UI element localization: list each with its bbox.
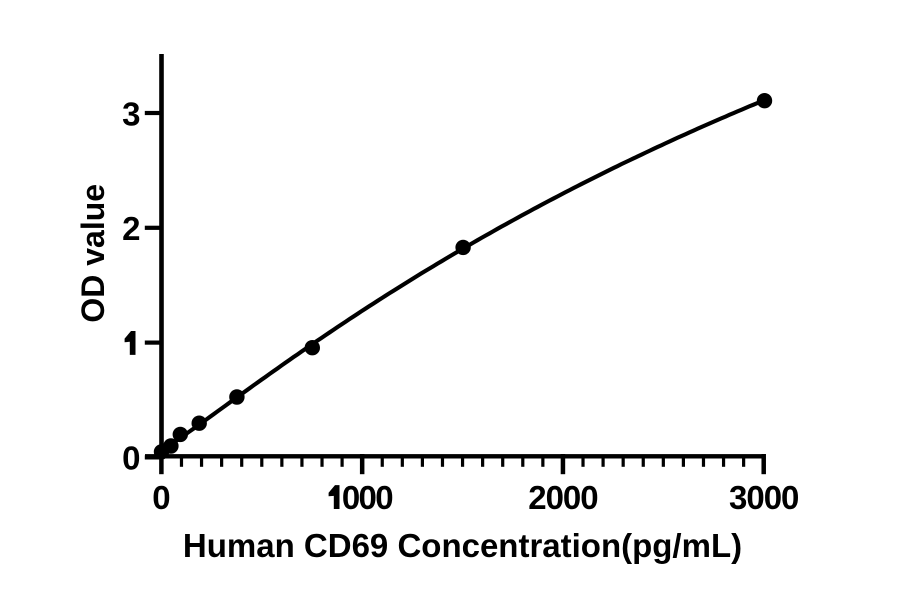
svg-text:3: 3 — [122, 95, 140, 132]
svg-text:2000: 2000 — [528, 479, 597, 516]
svg-text:0: 0 — [152, 479, 170, 516]
svg-text:0: 0 — [122, 440, 140, 477]
svg-text:Human CD69 Concentration(pg/mL: Human CD69 Concentration(pg/mL) — [183, 527, 742, 564]
svg-text:2: 2 — [122, 210, 140, 247]
svg-text:000: 000 — [342, 479, 392, 516]
svg-text:OD value: OD value — [75, 184, 111, 323]
svg-text:3000: 3000 — [729, 479, 798, 516]
